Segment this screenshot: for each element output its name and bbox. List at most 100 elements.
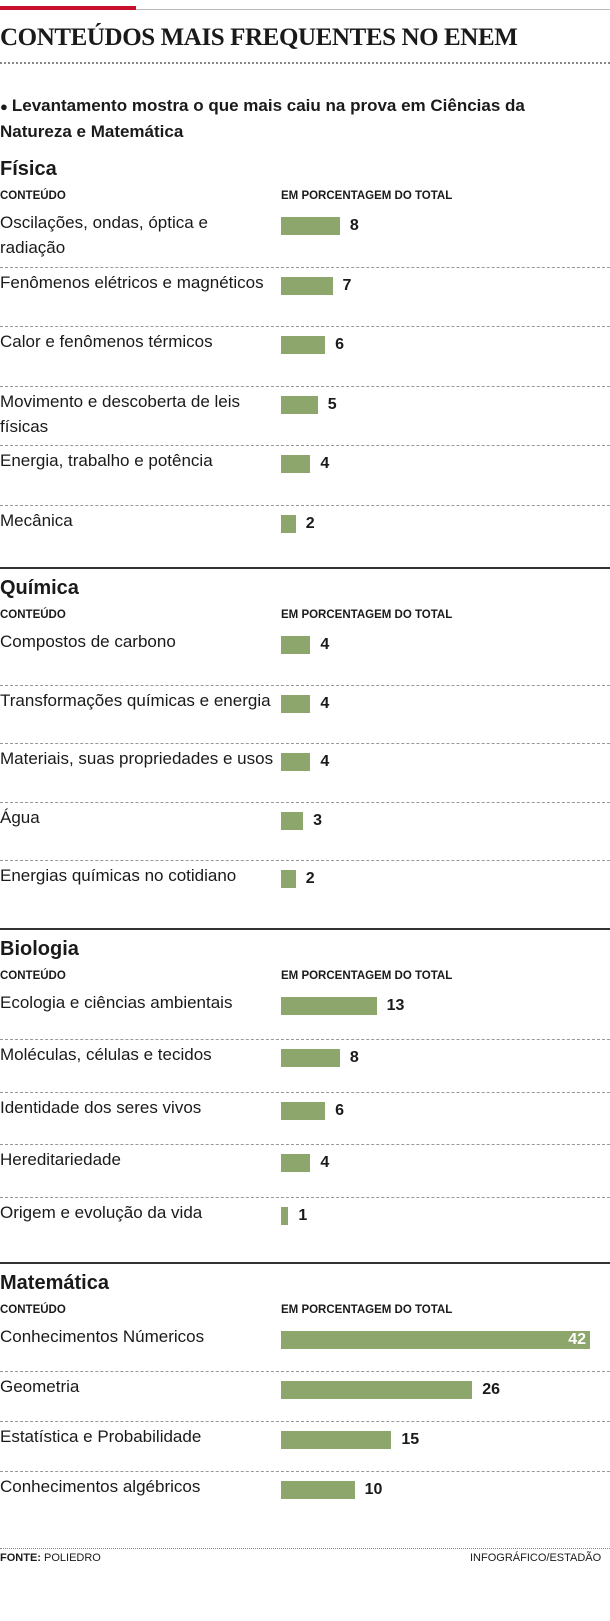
accent-bar <box>0 6 136 10</box>
value-label: 4 <box>320 1154 330 1172</box>
column-header: CONTEÚDO <box>0 970 66 982</box>
bar <box>281 336 326 354</box>
value-label: 15 <box>401 1431 420 1448</box>
row: Energias químicas no cotidiano 2 <box>0 861 610 920</box>
rows: Ecologia e ciências ambientais 13 Molécula… <box>0 988 610 1250</box>
category-label: Geometria <box>0 1377 80 1396</box>
section-title: Física <box>0 158 57 180</box>
section-title: Química <box>0 577 79 599</box>
value-label: 4 <box>320 455 330 472</box>
row: Conhecimentos Númericos 42 <box>0 1322 610 1372</box>
value-label: 6 <box>335 336 345 353</box>
category-label: Identidade dos seres vivos <box>0 1097 202 1117</box>
category-label: Estatística e Probabilidade <box>0 1427 202 1446</box>
category-label: Movimento e descoberta de leis físicas <box>0 391 241 436</box>
column-header: EM PORCENTAGEM DO TOTAL <box>281 970 453 982</box>
bar <box>281 811 304 830</box>
credit: INFOGRÁFICO/ESTADÃO <box>470 1552 602 1564</box>
bar <box>281 1431 392 1449</box>
bar <box>281 455 311 473</box>
bar <box>281 753 311 772</box>
source-label: FONTE: <box>0 1552 41 1564</box>
category-label: Moléculas, células e tecidos <box>0 1045 212 1065</box>
bar <box>281 1101 326 1120</box>
bar <box>281 217 340 235</box>
value-label: 8 <box>349 217 359 234</box>
row: Geometria 26 <box>0 1372 610 1422</box>
bar <box>281 1381 473 1399</box>
column-header: EM PORCENTAGEM DO TOTAL <box>281 190 453 202</box>
value-label: 4 <box>320 753 330 771</box>
row: Fenômenos elétricos e magnéticos 7 <box>0 268 610 327</box>
row: Estatística e Probabilidade 15 <box>0 1422 610 1472</box>
source-text: POLIEDRO <box>44 1552 101 1564</box>
row: Materiais, suas propriedades e usos 4 <box>0 744 610 803</box>
category-label: Compostos de carbono <box>0 632 176 651</box>
value-label: 1 <box>298 1206 308 1224</box>
category-label: Água <box>0 807 40 827</box>
source: FONTE: POLIEDRO <box>0 1552 101 1564</box>
row: Identidade dos seres vivos 6 <box>0 1093 610 1146</box>
value-label: 26 <box>482 1381 501 1398</box>
chart-section: Física CONTEÚDO EM PORCENTAGEM DO TOTAL Osc… <box>0 150 610 567</box>
subtitle-text: Levantamento mostra o que mais caiu na p… <box>0 96 525 141</box>
column-header: EM PORCENTAGEM DO TOTAL <box>281 609 453 621</box>
bar <box>281 1154 311 1173</box>
value-label: 6 <box>335 1101 345 1119</box>
category-label: Ecologia e ciências ambientais <box>0 993 233 1012</box>
chart-section: Química CONTEÚDO EM PORCENTAGEM DO TOTAL Co… <box>0 567 610 930</box>
rows: Oscilações, ondas, óptica e radiação 8 Fen… <box>0 208 610 565</box>
value-label: 2 <box>305 870 315 888</box>
rule <box>0 62 610 64</box>
category-label: Conhecimentos Númericos <box>0 1327 205 1346</box>
bar <box>281 514 296 533</box>
category-label: Transformações químicas e energia <box>0 690 271 710</box>
category-label: Origem e evolução da vida <box>0 1202 203 1222</box>
category-label: Oscilações, ondas, óptica e radiação <box>0 213 208 257</box>
value-label: 10 <box>364 1481 383 1498</box>
value-label: 8 <box>349 1049 359 1067</box>
bar <box>281 276 333 295</box>
subtitle: ● Levantamento mostra o que mais caiu na … <box>0 96 525 141</box>
value-label: 42 <box>568 1331 586 1348</box>
section-title: Biologia <box>0 938 79 960</box>
column-header: CONTEÚDO <box>0 609 66 621</box>
bar <box>281 694 311 713</box>
row: Oscilações, ondas, óptica e radiação 8 <box>0 208 610 268</box>
value-label: 3 <box>313 811 322 829</box>
bar <box>281 1206 289 1225</box>
category-label: Mecânica <box>0 510 73 530</box>
chart-section: Matemática CONTEÚDO EM PORCENTAGEM DO TOTA… <box>0 1262 610 1550</box>
category-label: Fenômenos elétricos e magnéticos <box>0 272 264 292</box>
bar <box>281 636 311 654</box>
page-title: CONTEÚDOS MAIS FREQUENTES NO ENEM <box>0 24 518 51</box>
row: Conhecimentos algébricos 10 <box>0 1472 610 1522</box>
value-label: 13 <box>386 997 405 1014</box>
rows: Compostos de carbono 4 Transformações quím… <box>0 627 610 920</box>
row: Calor e fenômenos térmicos 6 <box>0 327 610 387</box>
row: Hereditariedade 4 <box>0 1145 610 1198</box>
column-header: CONTEÚDO <box>0 190 66 202</box>
category-label: Energia, trabalho e potência <box>0 451 213 470</box>
row: Ecologia e ciências ambientais 13 <box>0 988 610 1041</box>
category-label: Conhecimentos algébricos <box>0 1477 201 1496</box>
value-label: 2 <box>305 514 315 532</box>
value-label: 4 <box>320 636 330 653</box>
bar <box>281 870 296 889</box>
section-title: Matemática <box>0 1272 109 1294</box>
row: Moléculas, células e tecidos 8 <box>0 1040 610 1093</box>
category-label: Hereditariedade <box>0 1150 121 1170</box>
row: Energia, trabalho e potência 4 <box>0 446 610 506</box>
rule <box>0 1548 610 1549</box>
row: Água 3 <box>0 803 610 862</box>
bar <box>281 997 377 1015</box>
category-label: Calor e fenômenos térmicos <box>0 332 213 351</box>
category-label: Energias químicas no cotidiano <box>0 866 237 886</box>
value-label: 5 <box>327 395 337 413</box>
rows: Conhecimentos Númericos 42 Geometria 26 Esta… <box>0 1322 610 1522</box>
bar <box>281 395 318 414</box>
row: Mecânica 2 <box>0 506 610 566</box>
value-label: 4 <box>320 694 330 712</box>
row: Origem e evolução da vida 1 <box>0 1198 610 1250</box>
